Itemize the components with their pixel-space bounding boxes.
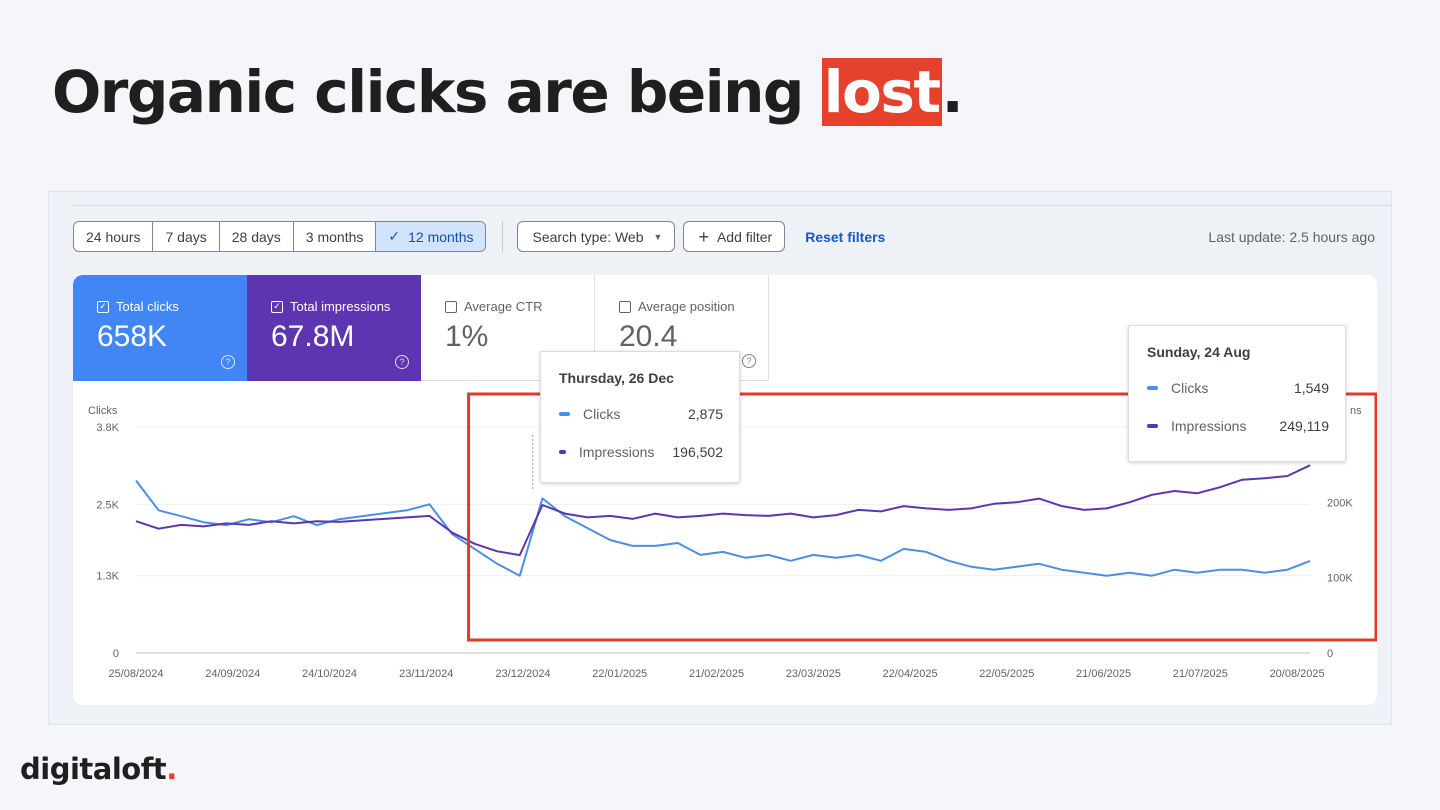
impressions-swatch: [559, 450, 566, 454]
metric-value: 658K: [97, 320, 168, 353]
clicks-line: [135, 479, 1311, 577]
x-tick-label: 22/05/2025: [979, 668, 1034, 680]
headline-highlight: lost: [821, 58, 942, 126]
top-divider: [73, 205, 1391, 206]
checkbox-empty-icon[interactable]: [445, 300, 457, 313]
x-tick-label: 23/03/2025: [786, 668, 841, 680]
x-tick-label: 20/08/2025: [1270, 668, 1325, 680]
tooltip-clicks-label: Clicks: [583, 406, 621, 422]
headline-after: .: [941, 58, 964, 126]
range-12-months[interactable]: ✓ 12 months: [376, 222, 486, 251]
clicks-swatch: [559, 412, 570, 416]
date-range-selector: 24 hours 7 days 28 days 3 months ✓ 12 mon…: [73, 221, 487, 252]
range-28-days[interactable]: 28 days: [220, 222, 294, 251]
metric-value: 1%: [445, 320, 489, 353]
tooltip-clicks-value: 2,875: [687, 406, 723, 422]
x-tick-label: 21/06/2025: [1076, 668, 1131, 680]
logo-dot: .: [166, 752, 177, 786]
performance-card: 3.8K 2.5K 1.3K 0 200K 100K 0 Clicks ns 25/08/2024…: [73, 275, 1377, 705]
tooltip-impressions-label: Impressions: [578, 444, 655, 460]
help-icon[interactable]: ?: [221, 355, 235, 369]
y-tick-right: 0: [1327, 648, 1333, 660]
filter-bar: 24 hours 7 days 28 days 3 months ✓ 12 mon…: [73, 221, 885, 252]
tooltip-impressions-value: 249,119: [1279, 418, 1329, 434]
x-tick-label: 22/04/2025: [883, 668, 938, 680]
digitaloft-logo: digitaloft.: [20, 752, 177, 786]
tooltip-clicks-value: 1,549: [1293, 380, 1329, 396]
tooltip-clicks-label: Clicks: [1171, 380, 1209, 396]
search-console-screenshot: 24 hours 7 days 28 days 3 months ✓ 12 mon…: [48, 191, 1392, 725]
metric-label: Total clicks: [116, 299, 179, 314]
last-update: Last update: 2.5 hours ago: [1208, 229, 1375, 245]
search-type-label: Search type: Web: [532, 228, 644, 245]
add-filter-button[interactable]: + Add filter: [683, 221, 786, 252]
checkmark-icon: ✓: [388, 228, 401, 244]
tooltip-impressions-value: 196,502: [672, 444, 723, 460]
metric-label: Average CTR: [464, 299, 543, 314]
search-type-dropdown[interactable]: Search type: Web ▼: [517, 221, 676, 252]
checkbox-empty-icon[interactable]: [619, 300, 631, 313]
metric-total-clicks[interactable]: ✓ Total clicks 658K ?: [73, 275, 247, 381]
y-tick-left: 0: [113, 648, 119, 660]
logo-text: digitaloft: [20, 752, 167, 786]
y-tick-left: 1.3K: [96, 571, 119, 583]
x-tick-label: 22/01/2025: [592, 668, 647, 680]
checkbox-checked-icon[interactable]: ✓: [97, 300, 109, 313]
tooltip-impressions-label: Impressions: [1171, 418, 1247, 434]
metric-value: 20.4: [619, 320, 678, 353]
x-tick-label: 21/07/2025: [1173, 668, 1228, 680]
y-tick-right: 200K: [1327, 497, 1353, 509]
tooltip-26-dec: Thursday, 26 Dec Clicks 2,875 Impressions…: [540, 351, 740, 483]
y-tick-left: 2.5K: [96, 499, 119, 511]
metric-total-impressions[interactable]: ✓ Total impressions 67.8M ?: [247, 275, 421, 381]
help-icon[interactable]: ?: [742, 354, 756, 368]
x-tick-label: 24/09/2024: [205, 668, 260, 680]
tooltip-date: Thursday, 26 Dec: [559, 370, 674, 386]
x-tick-label: 23/12/2024: [496, 668, 551, 680]
checkbox-checked-icon[interactable]: ✓: [271, 300, 283, 313]
headline: Organic clicks are being lost.: [52, 52, 964, 132]
x-tick-label: 24/10/2024: [302, 668, 357, 680]
metric-value: 67.8M: [271, 320, 355, 353]
highlight-annotation-box: [467, 392, 1377, 642]
help-icon[interactable]: ?: [395, 355, 409, 369]
caret-down-icon: ▼: [653, 231, 663, 242]
y-tick-left: 3.8K: [96, 422, 119, 434]
x-tick-label: 23/11/2024: [399, 668, 453, 680]
y-axis-label-right: ns: [1350, 405, 1362, 417]
clicks-swatch: [1147, 386, 1158, 390]
metric-label: Total impressions: [290, 299, 391, 314]
plus-icon: +: [698, 226, 709, 247]
metric-label: Average position: [638, 299, 735, 314]
range-24-hours[interactable]: 24 hours: [74, 222, 154, 251]
impressions-swatch: [1147, 424, 1158, 428]
tooltip-date: Sunday, 24 Aug: [1147, 344, 1251, 360]
x-tick-label: 21/02/2025: [689, 668, 744, 680]
tooltip-24-aug: Sunday, 24 Aug Clicks 1,549 Impressions 24…: [1128, 325, 1346, 462]
filter-separator: [502, 221, 504, 252]
performance-chart: 3.8K 2.5K 1.3K 0 200K 100K 0 Clicks ns 25/08/2024…: [88, 392, 1377, 680]
reset-filters-link[interactable]: Reset filters: [805, 228, 886, 245]
y-tick-right: 100K: [1327, 573, 1353, 585]
range-12-months-label: 12 months: [408, 228, 474, 245]
headline-before: Organic clicks are being: [52, 58, 822, 126]
x-tick-label: 25/08/2024: [108, 668, 163, 680]
range-3-months[interactable]: 3 months: [294, 222, 377, 251]
impressions-line: [135, 464, 1311, 557]
range-7-days[interactable]: 7 days: [153, 222, 220, 251]
add-filter-label: Add filter: [716, 228, 773, 245]
y-axis-label-left: Clicks: [88, 405, 118, 417]
